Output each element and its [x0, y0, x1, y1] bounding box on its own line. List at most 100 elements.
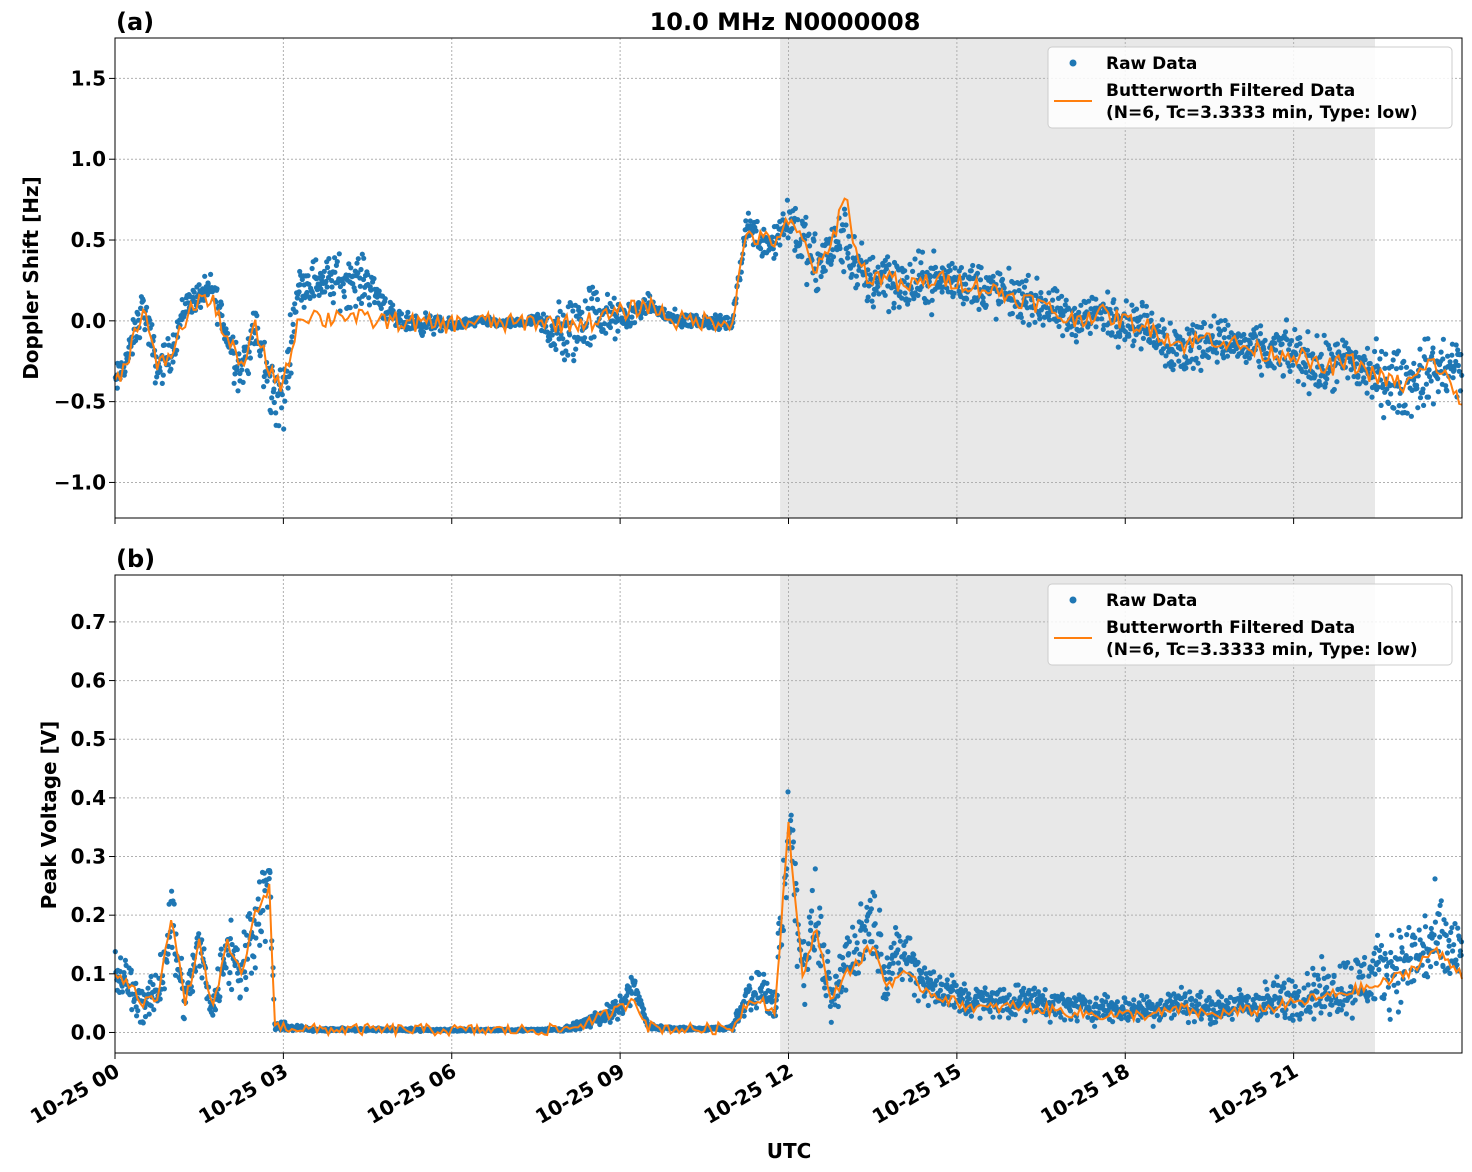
raw-data-point: [1338, 1007, 1344, 1013]
raw-data-point: [939, 289, 945, 295]
raw-data-point: [289, 334, 295, 340]
raw-data-point: [162, 342, 168, 348]
raw-data-point: [1375, 932, 1381, 938]
raw-data-point: [1218, 318, 1224, 324]
raw-data-point: [1288, 338, 1295, 344]
raw-data-point: [1278, 988, 1284, 995]
raw-data-point: [847, 243, 853, 249]
raw-data-point: [919, 249, 926, 255]
raw-data-point: [277, 367, 283, 373]
raw-data-point: [1446, 943, 1452, 949]
y-tick-label: 1.5: [71, 66, 106, 90]
raw-data-point: [960, 301, 966, 307]
raw-data-point: [365, 272, 371, 278]
raw-data-point: [968, 268, 974, 274]
panel-label: (b): [116, 545, 155, 573]
raw-data-point: [214, 286, 220, 292]
raw-data-point: [985, 285, 991, 291]
raw-data-point: [1143, 1009, 1149, 1015]
raw-data-point: [1438, 898, 1444, 904]
raw-data-point: [1343, 1011, 1349, 1017]
raw-data-point: [615, 328, 621, 334]
legend-filtered-label: Butterworth Filtered Data (N=6, Tc=3.3333…: [1106, 618, 1418, 660]
raw-data-point: [870, 304, 877, 310]
raw-data-point: [907, 935, 913, 941]
raw-data-point: [1411, 978, 1417, 984]
raw-data-point: [268, 410, 274, 416]
y-tick-label: 1.0: [71, 147, 106, 171]
raw-data-point: [134, 1013, 140, 1019]
raw-data-point: [326, 256, 332, 262]
raw-data-point: [133, 338, 139, 344]
raw-data-point: [1390, 357, 1396, 363]
y-ticks: −1.0 −0.5 0.0 0.5 1.0 1.5: [54, 66, 115, 494]
raw-data-point: [361, 292, 368, 298]
raw-data-point: [1174, 351, 1180, 357]
raw-data-point: [839, 259, 845, 265]
raw-data-point: [1443, 921, 1449, 927]
raw-data-point: [140, 298, 146, 304]
raw-data-point: [358, 300, 365, 306]
raw-data-point: [845, 250, 851, 256]
raw-data-point: [1273, 347, 1279, 353]
raw-data-point: [1135, 1017, 1141, 1024]
raw-data-point: [794, 887, 800, 893]
raw-data-point: [1022, 1018, 1028, 1024]
raw-data-point: [1185, 1019, 1191, 1026]
raw-data-point: [891, 305, 897, 311]
raw-data-point: [593, 289, 599, 295]
raw-data-point: [1365, 998, 1371, 1004]
raw-data-point: [871, 291, 877, 297]
raw-data-point: [258, 929, 264, 935]
raw-data-point: [1262, 979, 1268, 985]
raw-data-point: [1208, 323, 1214, 329]
raw-data-point: [553, 346, 559, 353]
raw-data-point: [178, 955, 185, 961]
raw-data-point: [925, 1002, 931, 1009]
raw-data-point: [331, 291, 337, 297]
raw-data-point: [1387, 1016, 1393, 1022]
raw-data-point: [1397, 956, 1403, 962]
raw-data-point: [288, 370, 294, 376]
raw-data-point: [1279, 341, 1285, 347]
raw-data-point: [324, 264, 331, 271]
raw-data-point: [1322, 1004, 1328, 1010]
raw-data-point: [961, 981, 967, 987]
raw-data-point: [1448, 929, 1454, 936]
raw-data-point: [247, 911, 253, 917]
raw-data-point: [1391, 405, 1397, 411]
raw-data-point: [854, 946, 860, 952]
raw-data-point: [1144, 312, 1150, 319]
legend-raw-marker: [1069, 59, 1077, 67]
raw-data-point: [1259, 372, 1265, 378]
raw-data-point: [1292, 326, 1298, 333]
raw-data-point: [1324, 376, 1330, 382]
raw-data-point: [881, 964, 887, 970]
raw-data-point: [864, 904, 870, 910]
raw-data-point: [1372, 348, 1378, 355]
raw-data-point: [1046, 290, 1052, 296]
raw-data-point: [1395, 348, 1401, 354]
raw-data-point: [970, 262, 976, 269]
raw-data-point: [1139, 303, 1146, 309]
raw-data-point: [1303, 369, 1309, 376]
legend-box: [1047, 583, 1453, 666]
raw-data-point: [144, 304, 150, 310]
raw-data-point: [852, 933, 858, 939]
raw-data-point: [1272, 340, 1278, 346]
raw-data-point: [1428, 925, 1434, 932]
raw-data-point: [1282, 329, 1289, 335]
raw-data-point: [852, 259, 858, 265]
raw-data-point: [1306, 391, 1312, 397]
legend-raw-label: Raw Data: [1106, 54, 1197, 74]
raw-data-point: [1063, 297, 1069, 303]
raw-data-point: [208, 271, 214, 277]
raw-data-point: [1361, 375, 1367, 381]
raw-data-point: [1297, 335, 1303, 341]
raw-data-point: [552, 342, 558, 348]
raw-data-point: [248, 970, 255, 976]
raw-data-point: [944, 977, 950, 983]
raw-data-point: [1115, 344, 1121, 350]
raw-data-point: [904, 274, 910, 280]
raw-data-point: [792, 205, 799, 212]
